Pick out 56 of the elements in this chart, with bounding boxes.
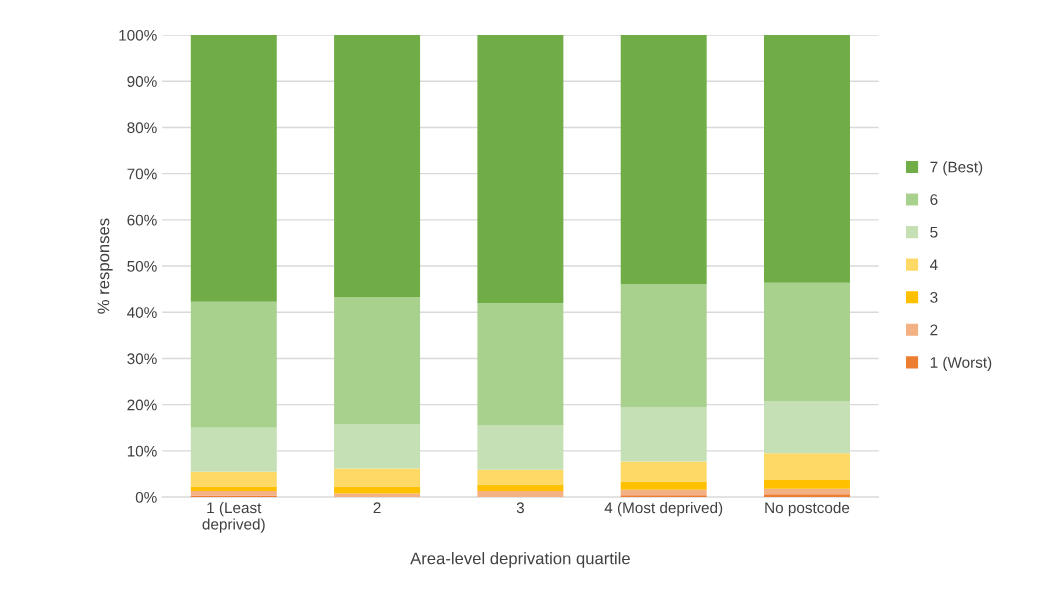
bar: [190, 491, 277, 496]
x-axis-title: Area-level deprivation quartile: [410, 552, 630, 568]
legend-label: 2: [930, 324, 938, 336]
legend-label: 1 (Worst): [930, 356, 992, 371]
bar: [764, 488, 850, 495]
bar: [477, 425, 564, 470]
x-tick-label: 2: [373, 502, 381, 514]
bar: [477, 469, 564, 485]
bar: [477, 484, 564, 492]
bar: [764, 401, 850, 454]
bar: [764, 282, 850, 402]
x-tick-label: 3: [516, 502, 524, 514]
y-tick-label: 90%: [127, 76, 157, 87]
bar: [190, 301, 277, 428]
bar: [764, 480, 850, 489]
y-axis-title: % responses: [97, 218, 113, 314]
legend-label: 6: [930, 194, 938, 206]
y-tick-label: 40%: [127, 307, 157, 318]
bar: [477, 303, 564, 426]
bar: [620, 489, 707, 496]
bar: [620, 284, 707, 407]
bar: [190, 427, 277, 472]
bar: [620, 406, 707, 462]
bar: [334, 35, 421, 298]
y-tick-label: 20%: [127, 399, 157, 411]
legend-label: 3: [930, 291, 938, 303]
x-tick-label: 1 (Least deprived): [202, 501, 265, 533]
y-tick-label: 50%: [127, 260, 157, 272]
bar: [190, 486, 277, 492]
bar: [764, 494, 850, 498]
y-tick-label: 70%: [127, 168, 157, 180]
bar: [334, 297, 421, 425]
bar: [764, 453, 850, 480]
bar: [190, 471, 277, 487]
y-tick-label: 80%: [127, 122, 157, 134]
bar: [334, 486, 421, 494]
bar: [190, 35, 277, 302]
bar: [620, 35, 707, 285]
legend-label: 7 (Best): [930, 161, 983, 176]
bar: [764, 35, 850, 283]
y-tick-label: 0%: [135, 491, 157, 503]
bar: [477, 491, 564, 498]
bar: [334, 424, 421, 469]
legend-label: 5: [930, 226, 938, 238]
bar: [334, 493, 421, 498]
bar: [477, 35, 564, 304]
y-tick-label: 30%: [127, 353, 157, 365]
x-tick-label: No postcode: [765, 501, 850, 517]
bar: [620, 481, 707, 490]
bar: [334, 468, 421, 487]
x-tick-label: 4 (Most deprived): [604, 501, 723, 517]
y-tick-label: 60%: [127, 214, 157, 226]
legend-label: 4: [929, 259, 938, 271]
y-tick-label: 10%: [127, 445, 157, 457]
bar: [620, 461, 707, 482]
y-tick-label: 100%: [119, 29, 157, 41]
